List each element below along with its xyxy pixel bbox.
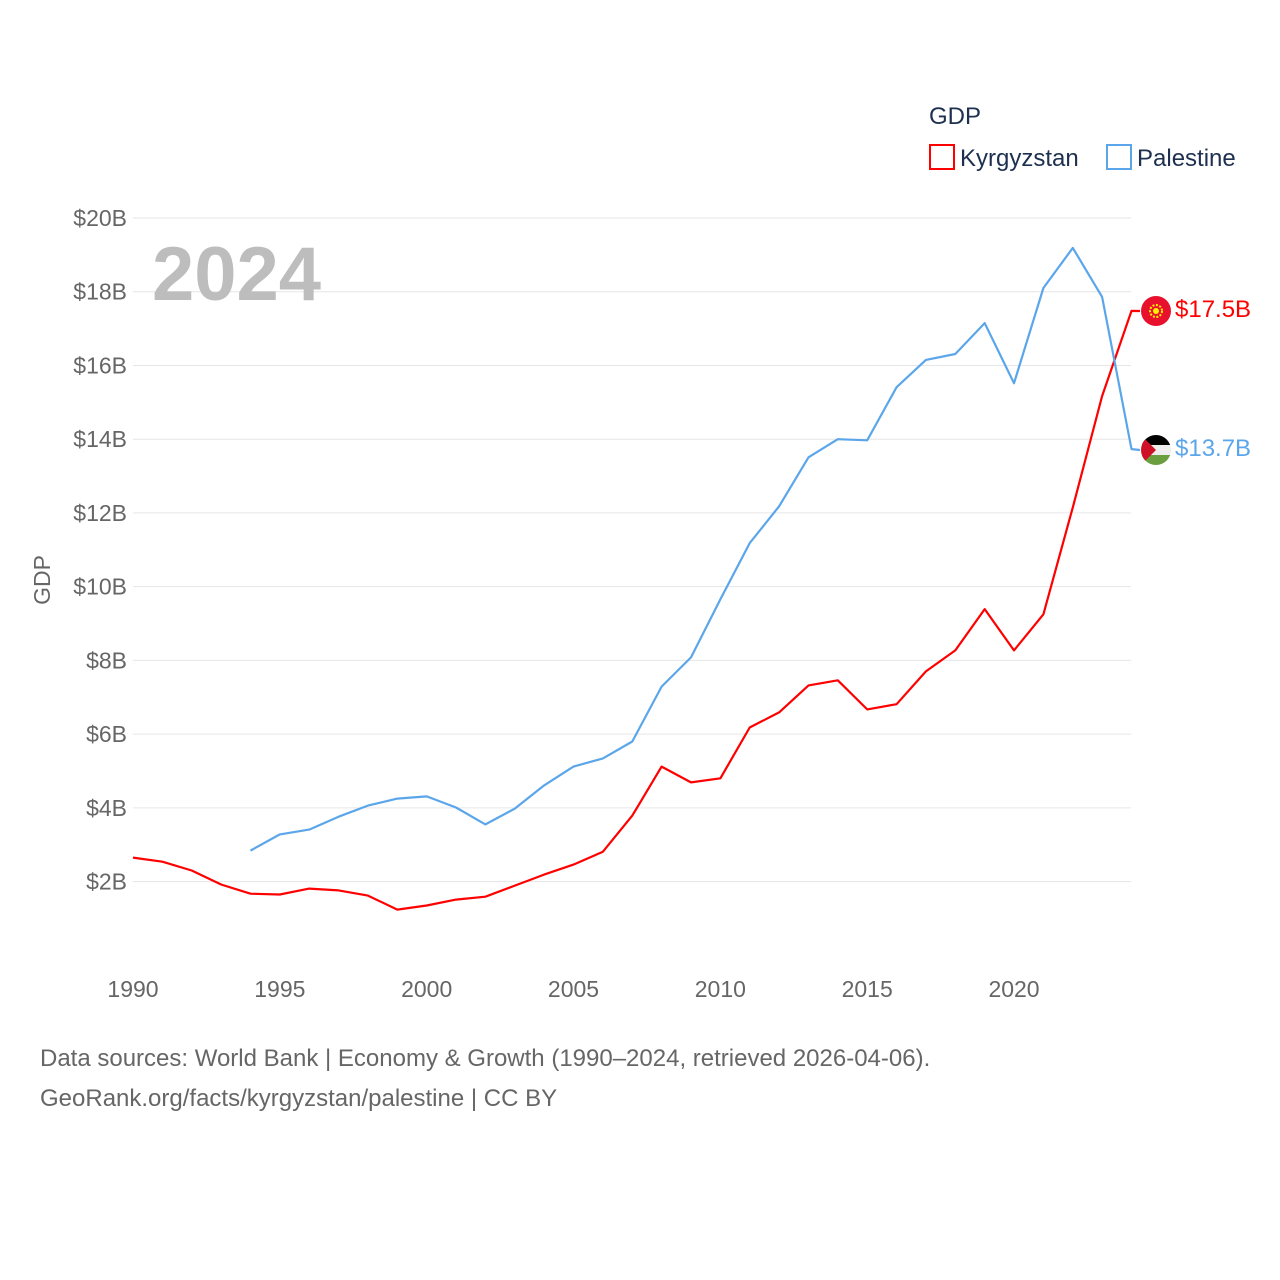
series-lines [132,246,1141,911]
y-tick-label: $12B [73,500,127,526]
y-tick-label: $6B [86,721,127,747]
series-line-kyrgyzstan [132,309,1141,911]
x-tick-label: 2005 [548,976,599,1002]
legend-title: GDP [929,103,981,130]
legend-label-palestine: Palestine [1137,145,1236,172]
y-tick-label: $2B [86,869,127,895]
series-line-palestine [249,246,1141,852]
y-tick-label: $16B [73,352,127,378]
x-tick-label: 1990 [107,976,158,1002]
x-tick-label: 2000 [401,976,452,1002]
x-axis-ticks: 1990 1995 2000 2005 2010 2015 2020 [107,976,1039,1002]
source-note: Data sources: World Bank | Economy & Gro… [40,1045,931,1072]
y-tick-label: $8B [86,647,127,673]
legend-swatch-palestine [1106,144,1132,170]
y-tick-label: $10B [73,574,127,600]
y-tick-label: $4B [86,795,127,821]
gridlines [133,217,1131,883]
legend-label-kyrgyzstan: Kyrgyzstan [960,145,1079,172]
palestine-flag-icon [1141,435,1171,465]
year-watermark: 2024 [152,232,321,317]
x-tick-label: 2020 [988,976,1039,1002]
end-label-palestine: $13.7B [1175,435,1251,462]
end-label-kyrgyzstan: $17.5B [1175,296,1251,323]
x-tick-label: 2015 [842,976,893,1002]
x-tick-label: 1995 [254,976,305,1002]
legend-item-kyrgyzstan[interactable]: Kyrgyzstan [929,144,1079,172]
source-url: GeoRank.org/facts/kyrgyzstan/palestine |… [40,1085,558,1112]
legend-item-palestine[interactable]: Palestine [1106,144,1236,172]
legend-swatch-kyrgyzstan [929,144,955,170]
y-tick-label: $20B [73,205,127,231]
y-tick-label: $18B [73,279,127,305]
y-axis-label: GDP [29,555,55,605]
y-tick-label: $14B [73,426,127,452]
kyrgyzstan-flag-icon [1141,296,1171,326]
x-tick-label: 2010 [695,976,746,1002]
y-axis-ticks: $2B $4B $6B $8B $10B $12B $14B $16B $18B $20B [73,205,127,895]
